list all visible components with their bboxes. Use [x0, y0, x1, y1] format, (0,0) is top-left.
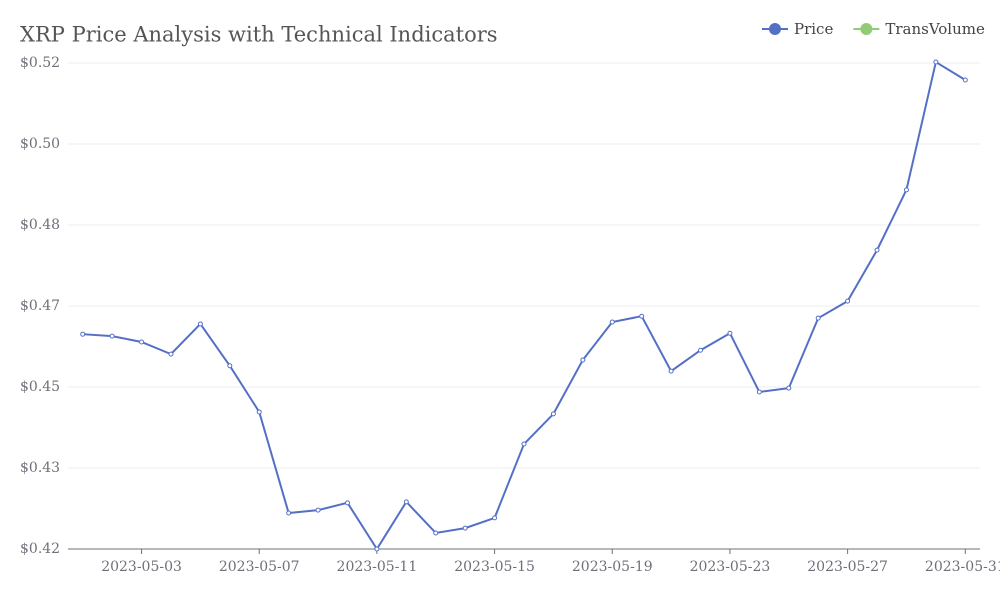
data-point — [197, 321, 203, 327]
x-tick-label: 2023-05-07 — [219, 559, 300, 575]
data-point — [256, 409, 262, 415]
data-point — [698, 347, 704, 353]
data-point — [580, 357, 586, 363]
y-tick-label: $0.50 — [20, 136, 60, 152]
x-tick-label: 2023-05-23 — [690, 559, 771, 575]
data-point — [874, 247, 880, 253]
data-point — [609, 319, 615, 325]
data-point — [374, 546, 380, 552]
data-point — [756, 389, 762, 395]
y-tick-label: $0.45 — [20, 379, 60, 395]
data-point — [433, 530, 439, 536]
y-tick-label: $0.43 — [20, 460, 60, 476]
legend-marker — [860, 23, 873, 35]
x-tick-label: 2023-05-11 — [337, 559, 418, 575]
x-tick-label: 2023-05-03 — [101, 559, 182, 575]
y-tick-label: $0.48 — [20, 217, 60, 233]
data-point — [550, 411, 556, 417]
data-point — [315, 507, 321, 513]
data-point — [109, 333, 115, 339]
data-point — [903, 187, 909, 193]
data-point — [815, 315, 821, 321]
data-point — [727, 330, 733, 336]
data-point — [80, 331, 86, 337]
data-point — [403, 499, 409, 505]
chart-title: XRP Price Analysis with Technical Indica… — [20, 23, 498, 47]
y-tick-label: $0.52 — [20, 55, 60, 71]
y-tick-label: $0.47 — [20, 298, 60, 314]
x-tick-label: 2023-05-27 — [807, 559, 888, 575]
x-tick-label: 2023-05-31 — [925, 559, 1000, 575]
data-point — [639, 313, 645, 319]
data-point — [845, 298, 851, 304]
data-point — [521, 441, 527, 447]
x-tick-label: 2023-05-19 — [572, 559, 653, 575]
data-point — [962, 77, 968, 83]
data-point — [462, 525, 468, 531]
data-point — [668, 368, 674, 374]
legend-marker — [769, 23, 781, 35]
data-point — [286, 510, 292, 516]
data-point — [344, 500, 350, 506]
data-point — [933, 59, 939, 65]
data-point — [139, 339, 145, 345]
y-tick-label: $0.42 — [20, 541, 60, 557]
legend-label: Price — [794, 20, 833, 38]
data-point — [492, 515, 498, 521]
x-tick-label: 2023-05-15 — [454, 559, 535, 575]
data-point — [786, 385, 792, 391]
data-point — [168, 351, 174, 357]
data-point — [227, 363, 233, 369]
legend-label: TransVolume — [885, 20, 985, 38]
